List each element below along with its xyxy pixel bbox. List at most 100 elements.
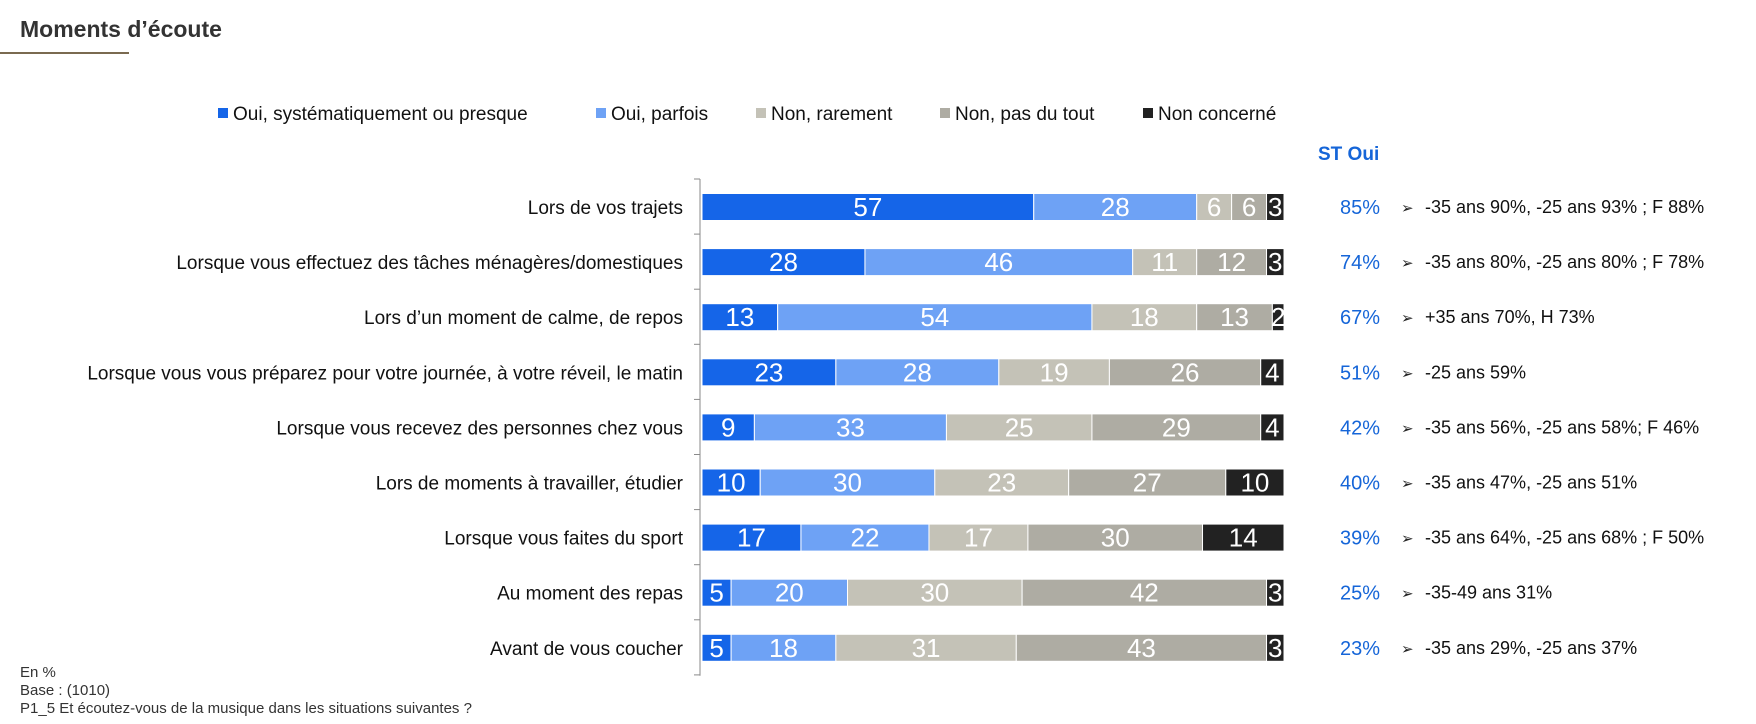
arrow-bullet-icon: ➢ bbox=[1401, 419, 1414, 437]
data-label: 10 bbox=[1240, 468, 1269, 498]
data-label: 42 bbox=[1130, 578, 1159, 608]
data-label: 29 bbox=[1162, 412, 1191, 442]
data-label: 14 bbox=[1229, 523, 1258, 553]
legend-swatch bbox=[1143, 108, 1153, 118]
arrow-bullet-icon: ➢ bbox=[1401, 640, 1414, 658]
data-label: 18 bbox=[1130, 302, 1159, 332]
category-label: Lorsque vous faites du sport bbox=[444, 529, 683, 550]
data-label: 3 bbox=[1268, 633, 1282, 663]
category-label: Au moment des repas bbox=[497, 584, 683, 605]
arrow-bullet-icon: ➢ bbox=[1401, 530, 1414, 548]
arrow-bullet-icon: ➢ bbox=[1401, 309, 1414, 327]
st-oui-value: 25% bbox=[1340, 583, 1380, 605]
legend-swatch bbox=[596, 108, 606, 118]
data-label: 6 bbox=[1207, 192, 1221, 222]
st-oui-value: 23% bbox=[1340, 638, 1380, 660]
comment-text: -35 ans 47%, -25 ans 51% bbox=[1425, 473, 1637, 493]
bar-segment bbox=[1266, 578, 1285, 607]
category-label: Lors d’un moment de calme, de repos bbox=[364, 308, 683, 329]
data-label: 54 bbox=[920, 302, 949, 332]
bar-segment bbox=[701, 523, 802, 552]
bar-segment bbox=[1196, 303, 1273, 332]
comment-text: -35 ans 80%, -25 ans 80% ; F 78% bbox=[1425, 252, 1704, 272]
bar-segment bbox=[701, 358, 837, 387]
bar-segment bbox=[1266, 633, 1285, 662]
bar-segment bbox=[1068, 468, 1227, 497]
data-label: 3 bbox=[1268, 192, 1282, 222]
arrow-bullet-icon: ➢ bbox=[1401, 254, 1414, 272]
bar-segment bbox=[928, 523, 1029, 552]
data-label: 4 bbox=[1265, 357, 1279, 387]
legend-label: Non, rarement bbox=[771, 104, 893, 125]
bar-segment bbox=[1196, 193, 1233, 221]
legend-label: Oui, parfois bbox=[611, 104, 709, 125]
bar-segment bbox=[1266, 193, 1285, 221]
data-label: 5 bbox=[709, 578, 723, 608]
category-label: Lorsque vous recevez des personnes chez … bbox=[276, 418, 683, 439]
data-label: 2 bbox=[1271, 302, 1285, 332]
bar-segment bbox=[835, 633, 1017, 662]
bar-segment bbox=[1132, 248, 1198, 277]
bar-segment bbox=[1021, 578, 1268, 607]
data-label: 25 bbox=[1005, 412, 1034, 442]
comment-text: -35 ans 29%, -25 ans 37% bbox=[1425, 638, 1637, 658]
bar-segment bbox=[945, 413, 1093, 442]
bar-segment bbox=[1225, 468, 1285, 497]
category-label: Lors de vos trajets bbox=[528, 198, 683, 219]
comment-text: -25 ans 59% bbox=[1425, 362, 1526, 382]
data-label: 46 bbox=[984, 247, 1013, 277]
bar-segment bbox=[701, 468, 761, 497]
bar-segment bbox=[1266, 248, 1285, 277]
legend-swatch bbox=[756, 108, 766, 118]
data-label: 11 bbox=[1151, 247, 1178, 277]
bar-segment bbox=[759, 468, 936, 497]
data-label: 43 bbox=[1127, 633, 1156, 663]
data-label: 28 bbox=[769, 247, 798, 277]
category-label: Avant de vous coucher bbox=[490, 639, 684, 660]
data-label: 20 bbox=[775, 578, 804, 608]
legend-swatch bbox=[940, 108, 950, 118]
note-unit: En % bbox=[20, 664, 56, 681]
comment-text: +35 ans 70%, H 73% bbox=[1425, 307, 1595, 327]
legend-item: Oui, parfois bbox=[596, 104, 708, 126]
st-oui-value: 51% bbox=[1340, 362, 1380, 384]
bar-segment bbox=[1108, 358, 1262, 387]
st-oui-value: 39% bbox=[1340, 528, 1380, 550]
data-label: 31 bbox=[912, 633, 941, 663]
data-label: 57 bbox=[853, 192, 882, 222]
data-label: 19 bbox=[1040, 357, 1069, 387]
legend-item: Non concerné bbox=[1143, 104, 1276, 126]
category-label: Lors de moments à travailler, étudier bbox=[376, 474, 684, 495]
bar-segment bbox=[1202, 523, 1285, 552]
page-title: Moments d’écoute bbox=[20, 16, 222, 42]
comment-text: -35 ans 56%, -25 ans 58%; F 46% bbox=[1425, 417, 1699, 437]
bar-segment bbox=[800, 523, 930, 552]
bar-segment bbox=[753, 413, 947, 442]
category-label: Lorsque vous effectuez des tâches ménagè… bbox=[176, 253, 683, 274]
legend-item: Non, rarement bbox=[756, 104, 892, 126]
comment-text: -35 ans 90%, -25 ans 93% ; F 88% bbox=[1425, 197, 1704, 217]
data-label: 13 bbox=[725, 302, 754, 332]
comment-text: -35-49 ans 31% bbox=[1425, 583, 1552, 603]
bar-segment bbox=[847, 578, 1023, 607]
data-label: 30 bbox=[1101, 523, 1130, 553]
st-oui-value: 42% bbox=[1340, 417, 1380, 439]
bar-segment bbox=[1260, 413, 1285, 442]
note-question: P1_5 Et écoutez-vous de la musique dans … bbox=[20, 700, 472, 717]
data-label: 4 bbox=[1265, 412, 1279, 442]
legend-label: Non concerné bbox=[1158, 104, 1277, 125]
bar-segment bbox=[1196, 248, 1268, 277]
bar-segment bbox=[864, 248, 1134, 277]
comment-text: -35 ans 64%, -25 ans 68% ; F 50% bbox=[1425, 528, 1704, 548]
st-oui-value: 85% bbox=[1340, 197, 1380, 219]
bar-segment bbox=[1260, 358, 1285, 387]
bar-segment bbox=[701, 193, 1035, 221]
data-label: 28 bbox=[1101, 192, 1130, 222]
bar-segment bbox=[1091, 303, 1198, 332]
bar-segment bbox=[1033, 193, 1198, 221]
st-oui-value: 67% bbox=[1340, 307, 1380, 329]
chart-notes: En % Base : (1010) P1_5 Et écoutez-vous … bbox=[20, 664, 472, 718]
bar-segment bbox=[701, 248, 866, 277]
data-label: 12 bbox=[1217, 247, 1246, 277]
